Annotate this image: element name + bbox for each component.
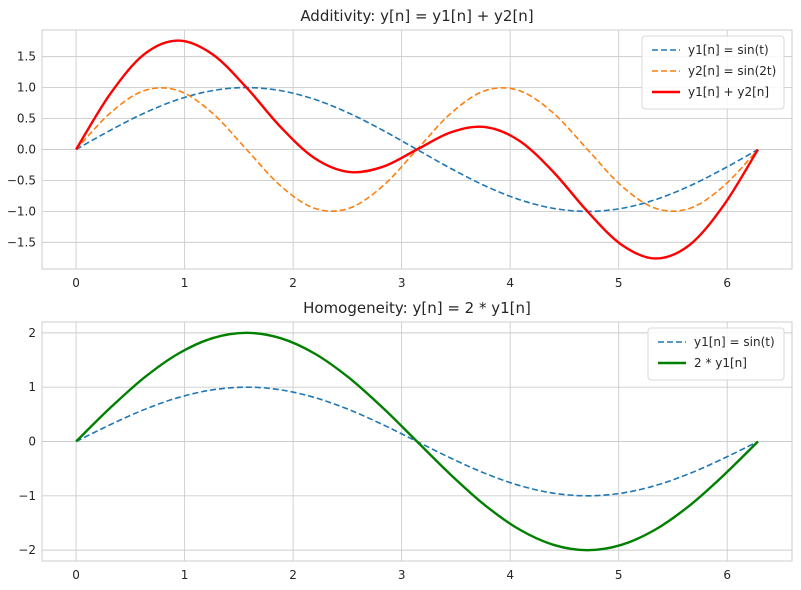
chart-title: Additivity: y[n] = y1[n] + y2[n] [300, 7, 533, 25]
x-tick-label: 1 [181, 276, 189, 290]
y-tick-label: 0 [28, 435, 36, 449]
plot-frame [41, 321, 793, 562]
x-tick-label: 4 [506, 276, 514, 290]
x-tick-label: 3 [398, 276, 406, 290]
legend-box [647, 327, 785, 381]
x-tick-label: 6 [723, 568, 731, 582]
x-tick-label: 5 [615, 568, 623, 582]
legend-label: y1[n] + y2[n] [688, 85, 769, 99]
chart-panel-2: 0 1 2 3 4 5 6 −2 −1 0 1 2 Homogeneity: y[n] = 2 * y1… [18, 299, 793, 582]
y-tick-label: 0.0 [17, 143, 36, 157]
legend: y1[n] = sin(t) y2[n] = sin(2t) y1[n] + y2[… [641, 35, 785, 110]
x-tick-label: 0 [72, 276, 80, 290]
chart-panel-1: 0 1 2 3 4 5 6 −1.5 −1.0 −0.5 0.0 0.5 1.0 1.5 Additivit… [7, 7, 793, 290]
y-tick-label: −1.5 [7, 235, 36, 249]
y-tick-label: −1 [18, 489, 36, 503]
legend-label: y1[n] = sin(t) [688, 43, 769, 57]
plot-frame [41, 29, 793, 270]
y-tick-label: 1.5 [17, 50, 36, 64]
y-tick-label: 1.0 [17, 81, 36, 95]
legend-label: y2[n] = sin(2t) [688, 64, 776, 78]
x-tick-label: 6 [723, 276, 731, 290]
series-line-1-3 [75, 39, 759, 260]
series-line-2-2 [75, 331, 759, 552]
x-tick-label: 2 [289, 276, 297, 290]
y-tick-label: −1.0 [7, 204, 36, 218]
y-tick-label: 2 [28, 326, 36, 340]
y-tick-label: 0.5 [17, 112, 36, 126]
legend-box [641, 35, 785, 110]
legend-label: y1[n] = sin(t) [694, 335, 775, 349]
x-tick-label: 0 [72, 568, 80, 582]
x-tick-label: 3 [398, 568, 406, 582]
x-tick-label: 4 [506, 568, 514, 582]
legend-label: 2 * y1[n] [694, 356, 747, 370]
y-tick-label: −2 [18, 543, 36, 557]
chart-title: Homogeneity: y[n] = 2 * y1[n] [303, 299, 531, 317]
x-tick-label: 2 [289, 568, 297, 582]
legend: y1[n] = sin(t) 2 * y1[n] [647, 327, 785, 381]
x-tick-label: 1 [181, 568, 189, 582]
y-tick-label: 1 [28, 380, 36, 394]
y-tick-label: −0.5 [7, 173, 36, 187]
x-tick-label: 5 [615, 276, 623, 290]
